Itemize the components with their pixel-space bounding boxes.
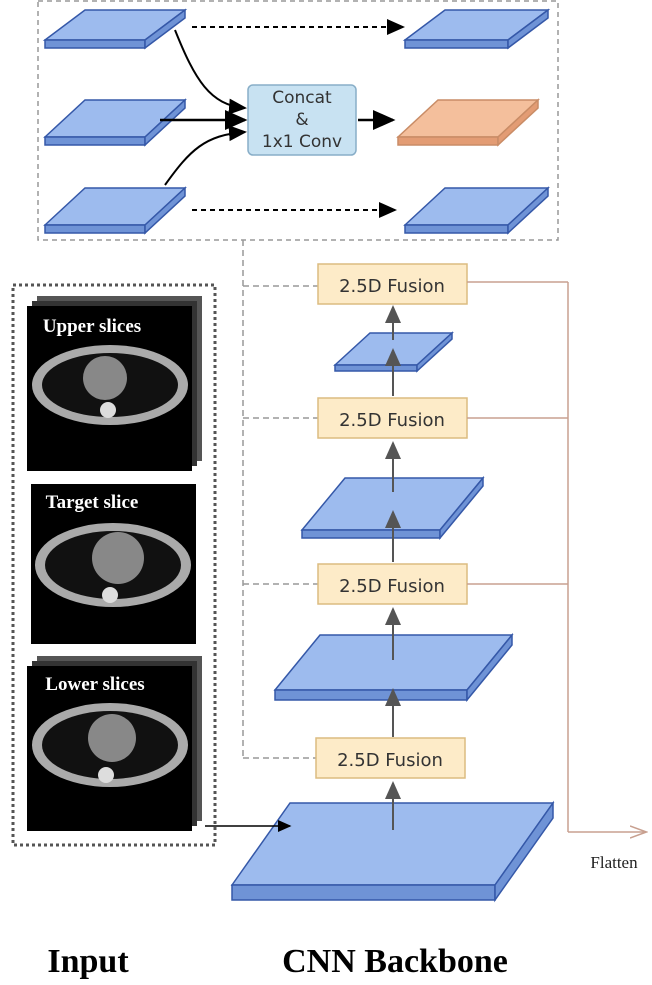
diagram: Concat & 1x1 Conv 2.5D Fusion 2.5D Fusio… [0, 0, 652, 985]
module-label: & [295, 110, 308, 130]
fusion-label: 2.5D Fusion [339, 276, 445, 297]
output-label: Flatten [590, 853, 638, 872]
slice-label: Upper slices [43, 316, 141, 337]
slice-label: Target slice [46, 492, 139, 513]
input: Upper slices Target slice Lower slices [13, 285, 290, 845]
backbone: 2.5D Fusion 2.5D Fusion 2.5D Fusion 2.5D… [232, 264, 645, 900]
fusion-module: Concat & 1x1 Conv [38, 1, 558, 240]
module-label: 1x1 Conv [262, 132, 342, 152]
fusion-label: 2.5D Fusion [339, 576, 445, 597]
fusion-label: 2.5D Fusion [337, 750, 443, 771]
fusion-label: 2.5D Fusion [339, 410, 445, 431]
input-title: Input [47, 943, 129, 980]
module-label: Concat [272, 88, 332, 108]
slice-label: Lower slices [45, 674, 144, 695]
backbone-title: CNN Backbone [282, 943, 508, 980]
